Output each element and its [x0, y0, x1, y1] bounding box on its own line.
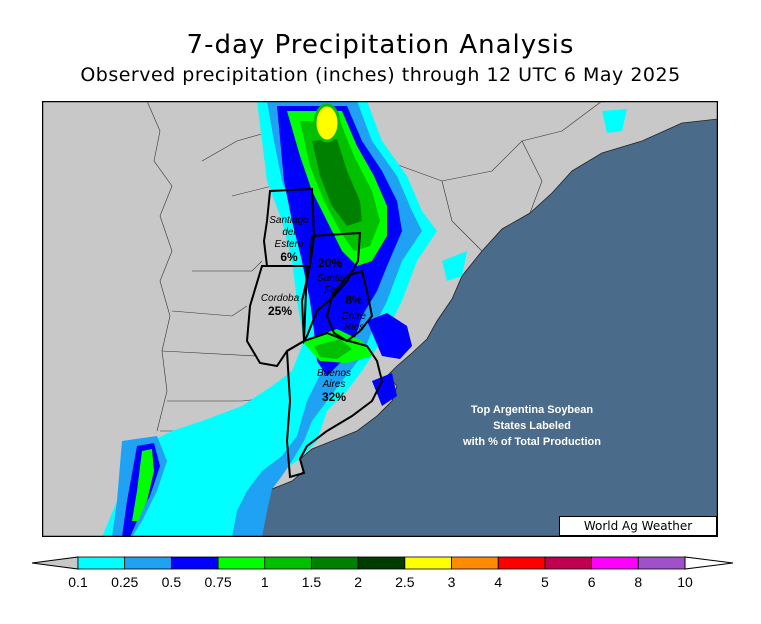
legend-swatch — [264, 556, 312, 570]
legend-swatch — [637, 556, 686, 570]
state-name: Santa — [317, 273, 344, 284]
map-title: 7-day Precipitation Analysis — [186, 30, 575, 60]
legend-arrow-low — [31, 556, 79, 570]
state-pct: 32% — [322, 390, 346, 404]
legend-label: 2.5 — [395, 574, 415, 590]
state-label-santa-fe: 20% Santa Fe — [317, 256, 344, 296]
state-pct: 8% — [345, 293, 363, 307]
legend-label: 0.5 — [161, 574, 182, 590]
legend-label: 0.25 — [111, 574, 139, 590]
legend-label: 8 — [634, 574, 643, 590]
legend-colorbar — [31, 556, 734, 570]
legend-swatch — [77, 556, 126, 570]
map-subtitle: Observed precipitation (inches) through … — [80, 64, 681, 86]
legend-swatch — [124, 556, 172, 570]
precip-2-5 — [313, 103, 341, 143]
state-name: Aires — [322, 379, 346, 390]
legend-swatch — [357, 556, 406, 570]
legend-label: 10 — [677, 574, 693, 590]
legend-swatch — [451, 556, 499, 570]
legend-label: 0.75 — [204, 574, 232, 590]
state-name: Estero — [275, 239, 304, 250]
precip-1-5 — [312, 139, 362, 226]
legend-label: 1 — [260, 574, 269, 590]
state-name: Buenos — [317, 368, 351, 379]
legend-label: 4 — [494, 574, 503, 590]
legend-label: 5 — [541, 574, 549, 590]
state-name: Entre — [342, 311, 366, 322]
legend-label: 6 — [587, 574, 596, 590]
state-name: Rios — [344, 322, 364, 333]
state-pct: 25% — [268, 304, 292, 318]
legend-swatch — [591, 556, 639, 570]
precipitation-map: Santiago del Estero 6% 20% Santa Fe Cord… — [42, 101, 718, 537]
state-label-entre-rios: 8% Entre Rios — [342, 293, 366, 333]
legend-label: 1.5 — [301, 574, 322, 590]
state-name: Cordoba — [261, 293, 300, 304]
legend-arrow-high — [684, 556, 734, 570]
state-name: Santiago — [269, 215, 309, 226]
state-label-buenos-aires: Buenos Aires 32% — [317, 368, 351, 404]
note-line: States Labeled — [493, 420, 571, 432]
state-label-cordoba: Cordoba 25% — [261, 293, 300, 318]
state-name: del — [282, 227, 296, 238]
soybean-states — [245, 187, 384, 479]
legend-swatch — [170, 556, 219, 570]
legend-swatch — [544, 556, 593, 570]
state-name: Fe — [324, 285, 336, 296]
legend-label: 3 — [447, 574, 456, 590]
state-pct: 20% — [318, 256, 342, 270]
legend-swatch — [497, 556, 546, 570]
legend-swatch — [217, 556, 266, 570]
note-line: with % of Total Production — [463, 436, 601, 448]
legend-label: 2 — [354, 574, 363, 590]
legend-swatch — [404, 556, 452, 570]
map-frame — [42, 101, 718, 537]
state-pct: 6% — [280, 250, 298, 264]
credit-label: World Ag Weather — [559, 516, 717, 536]
legend-swatch — [311, 556, 359, 570]
legend-label: 0.1 — [68, 574, 88, 590]
map-note: Top Argentina Soybean States Labeled wit… — [432, 402, 632, 450]
legend-labels: 0.1 0.25 0.5 0.75 1 1.5 2 2.5 3 4 5 6 8 10 — [0, 574, 761, 594]
state-label-santiago: Santiago del Estero 6% — [269, 215, 309, 264]
note-line: Top Argentina Soybean — [470, 404, 594, 416]
